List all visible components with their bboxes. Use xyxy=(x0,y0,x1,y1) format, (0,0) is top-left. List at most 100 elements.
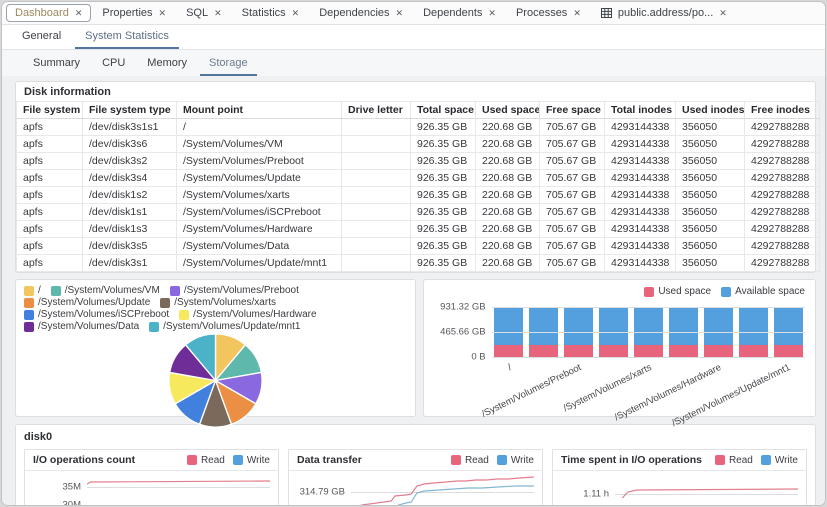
pie-legend-swatch xyxy=(149,321,160,332)
disk-information-panel: Disk information File system File system … xyxy=(15,81,820,273)
col-used-space: Used space xyxy=(475,101,540,119)
table-cell: 4292788288 xyxy=(744,237,820,255)
pie-chart-svg xyxy=(168,333,263,428)
mini-y-tick: 1.11 h xyxy=(583,488,609,500)
close-tab-icon[interactable]: ✕ xyxy=(395,7,404,18)
disk-space-bar-panel: Used space Available space 931.32 GB 465.… xyxy=(422,279,816,429)
table-row[interactable]: apfs/dev/disk1s3/System/Volumes/Hardware… xyxy=(16,220,820,238)
close-tab-icon[interactable]: ✕ xyxy=(74,7,83,18)
chart-card-legend: Read Write xyxy=(714,455,798,466)
table-cell xyxy=(341,135,411,153)
chart-card-legend: Read Write xyxy=(450,454,534,466)
legend-used-space-label: Used space xyxy=(658,286,712,297)
chart-card-header: I/O operations count Read Write xyxy=(25,450,278,471)
table-cell: 926.35 GB xyxy=(410,186,476,204)
table-cell: 4293144338 xyxy=(604,169,676,187)
table-row[interactable]: apfs/dev/disk1s2/System/Volumes/xarts 926… xyxy=(16,186,820,204)
table-row[interactable]: apfs/dev/disk3s6/System/Volumes/VM 926.35… xyxy=(16,135,820,153)
close-tab-icon[interactable]: ✕ xyxy=(214,7,222,18)
mini-y-tick: 35M xyxy=(62,481,81,493)
table-cell: /dev/disk3s6 xyxy=(82,135,177,153)
table-cell: /dev/disk3s4 xyxy=(82,169,177,187)
read-swatch xyxy=(186,455,197,465)
table-cell xyxy=(341,169,411,187)
disk0-title: disk0 xyxy=(24,431,53,443)
table-cell: 356050 xyxy=(675,169,745,187)
table-row[interactable]: apfs/dev/disk3s1/System/Volumes/Update/m… xyxy=(16,254,820,272)
legend-label: Read xyxy=(464,454,489,466)
table-cell: 926.35 GB xyxy=(410,135,476,153)
table-cell: 705.67 GB xyxy=(539,203,605,221)
tab-memory[interactable]: Memory xyxy=(147,57,188,69)
table-cell xyxy=(341,237,411,255)
tab-processes[interactable]: Processes ✕ xyxy=(507,4,590,22)
pie-legend-label: /System/Volumes/iSCPreboot xyxy=(38,309,170,320)
pie-legend: / /System/Volumes/VM/System/Volumes/Prebo… xyxy=(24,283,407,332)
mini-line-chart xyxy=(351,471,534,505)
stacked-bar xyxy=(633,307,663,357)
tab-properties[interactable]: Properties ✕ xyxy=(93,4,175,22)
table-cell: 4292788288 xyxy=(744,169,820,187)
tab-statistics[interactable]: Statistics ✕ xyxy=(233,4,309,22)
table-cell: /dev/disk1s2 xyxy=(82,186,177,204)
table-cell: / xyxy=(176,118,342,136)
tab-public-address-po-[interactable]: public.address/po... ✕ xyxy=(592,4,736,22)
legend-write: Write xyxy=(760,455,798,466)
bar-used-segment xyxy=(738,345,768,357)
mini-gridline xyxy=(351,492,534,493)
close-tab-icon[interactable]: ✕ xyxy=(719,7,727,18)
table-row[interactable]: apfs/dev/disk3s1s1/ 926.35 GB 220.68 GB 705… xyxy=(16,118,820,136)
chart-card-legend: Read Write xyxy=(186,455,270,466)
table-cell xyxy=(341,186,411,204)
mini-line-chart xyxy=(615,471,798,505)
stacked-bar xyxy=(773,307,803,357)
table-row[interactable]: apfs/dev/disk3s5/System/Volumes/Data 926.… xyxy=(16,237,820,255)
subtab-system-statistics[interactable]: System Statistics xyxy=(75,26,179,49)
bar-plot-area xyxy=(491,307,805,358)
tab-dependents[interactable]: Dependents ✕ xyxy=(414,4,505,22)
table-cell: 356050 xyxy=(675,203,745,221)
subtab-general[interactable]: General xyxy=(22,30,62,42)
pie-legend-item: /System/Volumes/iSCPreboot xyxy=(24,309,169,320)
table-cell: 220.68 GB xyxy=(475,169,540,187)
table-cell: apfs xyxy=(16,203,83,221)
close-tab-icon[interactable]: ✕ xyxy=(488,7,496,18)
tab-summary[interactable]: Summary xyxy=(33,57,81,69)
tab-label: SQL xyxy=(186,7,209,19)
table-cell: 926.35 GB xyxy=(410,237,476,255)
table-cell: 4292788288 xyxy=(744,203,820,221)
write-swatch xyxy=(232,455,243,465)
table-cell: apfs xyxy=(16,118,83,136)
chart-card-body: 35M 30M xyxy=(25,471,278,505)
legend-used-space: Used space xyxy=(644,284,711,299)
close-tab-icon[interactable]: ✕ xyxy=(291,7,300,18)
table-cell: /System/Volumes/Update xyxy=(176,169,342,187)
table-cell: 4292788288 xyxy=(744,118,820,136)
tab-sql[interactable]: SQL ✕ xyxy=(177,4,231,22)
tab-storage[interactable]: Storage xyxy=(200,53,257,76)
bar-gridline xyxy=(491,357,805,358)
stacked-bar xyxy=(563,307,593,357)
table-row[interactable]: apfs/dev/disk3s2/System/Volumes/Preboot 9… xyxy=(16,152,820,170)
disk-information-table: File system File system type Mount point Dr… xyxy=(16,101,820,272)
close-tab-icon[interactable]: ✕ xyxy=(158,7,167,18)
table-row[interactable]: apfs/dev/disk3s4/System/Volumes/Update 92… xyxy=(16,169,820,187)
table-cell: /dev/disk3s2 xyxy=(82,152,177,170)
pie-legend-swatch xyxy=(160,297,171,308)
mini-y-tick: 314.79 GB xyxy=(299,486,345,498)
table-cell: 4293144338 xyxy=(604,237,676,255)
table-cell: /dev/disk3s1s1 xyxy=(82,118,177,136)
table-cell: /System/Volumes/iSCPreboot xyxy=(176,203,342,221)
table-cell: 926.35 GB xyxy=(410,152,476,170)
table-cell: /System/Volumes/Update/mnt1 xyxy=(176,254,342,272)
pie-legend-item: /System/Volumes/Preboot xyxy=(169,285,299,296)
tab-dashboard[interactable]: Dashboard ✕ xyxy=(6,4,92,22)
table-row[interactable]: apfs/dev/disk1s1/System/Volumes/iSCPrebo… xyxy=(16,203,820,221)
close-tab-icon[interactable]: ✕ xyxy=(573,7,581,18)
disk-information-title: Disk information xyxy=(24,86,111,98)
read-line xyxy=(87,481,270,484)
tab-cpu[interactable]: CPU xyxy=(102,57,126,69)
tab-dependencies[interactable]: Dependencies ✕ xyxy=(310,4,412,22)
bar-used-segment xyxy=(493,345,523,357)
